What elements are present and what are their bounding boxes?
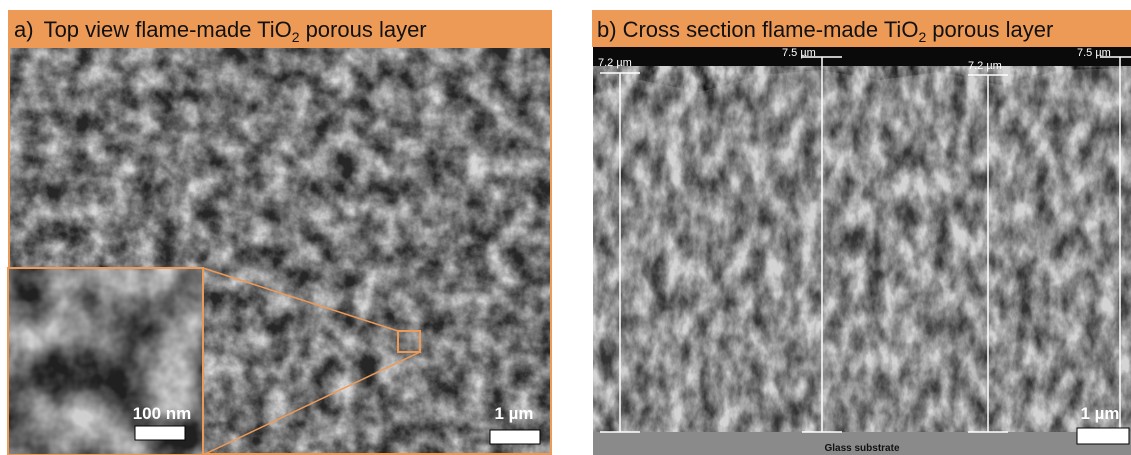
panel-b: b)Cross section flame-made TiO2 porous la… [592,10,1131,455]
substrate-label: Glass substrate [824,443,899,454]
title-end: porous layer [306,17,427,42]
scale-bar [1077,428,1129,444]
inset-scale-bar [135,426,185,440]
subscript: 2 [918,29,926,45]
title-text: Cross section flame-made TiO [623,17,919,42]
measurement: 7.5 µm [782,47,816,59]
scale-label: 1 µm [1080,404,1119,423]
subscript: 2 [292,29,300,45]
scale-bar [490,430,540,444]
panel-title: a) Top view flame-made TiO2 porous layer [14,17,427,45]
scale-label: 1 µm [494,404,533,423]
measurement: 7.2 µm [968,60,1002,72]
sem-texture [593,66,1131,432]
measurement: 7.2 µm [598,57,632,69]
panel-title: b)Cross section flame-made TiO2 porous la… [597,17,1053,45]
figure: a)Top view flame-made TiO2porous layer 1… [0,0,1131,455]
title-end: porous layer [932,17,1053,42]
panel-label: b) [597,17,617,42]
panel-label: a) [14,17,34,42]
title-text: Top view flame-made TiO [44,17,292,42]
measurement: 7.5 µm [1077,47,1111,59]
inset-scale-label: 100 nm [133,404,192,423]
panel-a: a) Top view flame-made TiO2 porous layer 1… [8,10,552,455]
